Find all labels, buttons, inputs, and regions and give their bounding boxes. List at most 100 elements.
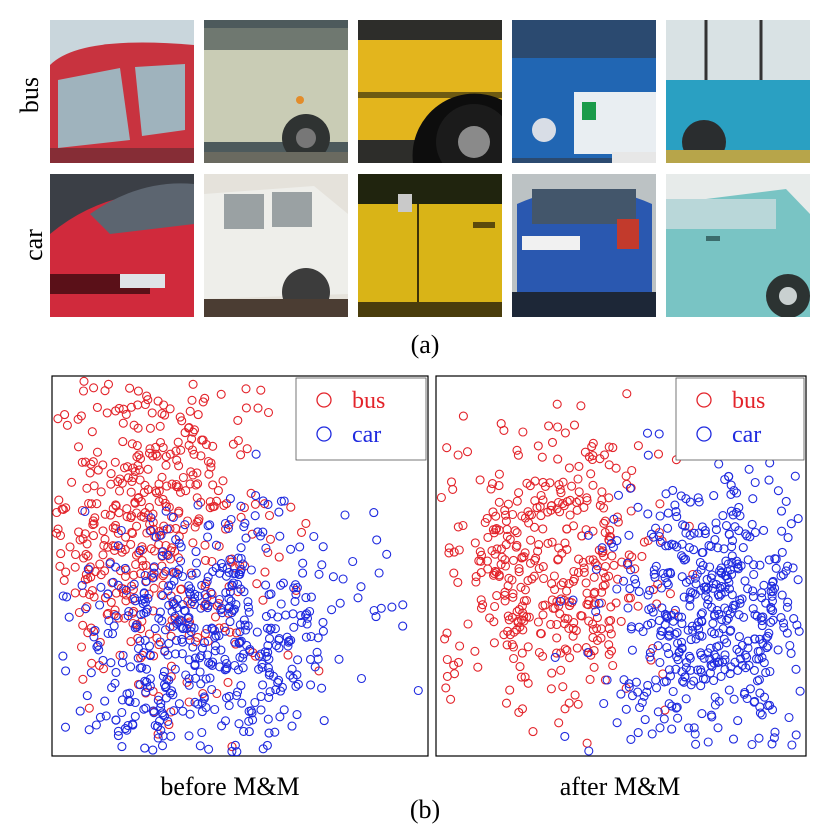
car-point — [673, 713, 683, 723]
car-point — [275, 531, 285, 541]
bus-point — [485, 613, 495, 623]
car-point — [117, 707, 127, 718]
wheel-hub — [296, 128, 316, 148]
car-point — [747, 519, 757, 529]
bus-point — [449, 660, 459, 670]
bus-point — [538, 610, 548, 620]
car-point — [140, 635, 150, 645]
car-point — [764, 475, 774, 485]
bus-point — [188, 538, 198, 548]
bus-point — [103, 542, 113, 552]
bus-point — [553, 454, 563, 464]
car-point — [118, 650, 128, 660]
bus-point — [503, 611, 513, 621]
car-point — [210, 632, 220, 642]
bus-point — [442, 671, 452, 681]
car-point — [348, 556, 358, 567]
car-point — [328, 572, 338, 582]
car-point — [251, 449, 261, 459]
legend: bus car — [295, 377, 427, 461]
bus-point — [536, 628, 546, 638]
bus-point — [616, 616, 626, 626]
bus-point — [510, 526, 520, 536]
car-point — [290, 596, 300, 606]
car-point — [121, 585, 131, 595]
car-point — [624, 530, 634, 540]
car-point — [217, 562, 228, 573]
bus-point — [144, 448, 155, 458]
car-point — [225, 587, 235, 597]
car-point — [583, 648, 593, 658]
car-point — [749, 665, 759, 675]
bus-point — [213, 486, 223, 496]
car-point — [135, 663, 145, 673]
car-point — [745, 684, 755, 694]
bus-point — [233, 435, 243, 446]
bus-point — [170, 546, 180, 556]
car-point — [264, 654, 274, 664]
bus-point — [604, 640, 614, 650]
car-point — [609, 514, 619, 524]
car-point — [777, 526, 787, 536]
car-point — [255, 531, 266, 541]
car-point — [771, 554, 781, 564]
car-point — [180, 520, 190, 530]
car-point — [767, 705, 778, 715]
bus-point — [175, 412, 185, 422]
bus-point — [567, 481, 577, 491]
car-point — [144, 641, 155, 651]
bus-point — [82, 483, 92, 493]
bus-point — [171, 479, 181, 490]
bus-point — [592, 613, 602, 623]
bus-point — [500, 555, 510, 565]
car-point — [217, 603, 227, 613]
car-point — [276, 580, 286, 590]
car-point — [791, 664, 801, 674]
car-point — [206, 588, 216, 598]
car-point — [240, 620, 250, 630]
car-point — [162, 524, 172, 534]
bus-point — [543, 538, 553, 548]
car-point — [239, 587, 249, 597]
bus-point — [552, 633, 562, 643]
car-point — [667, 701, 677, 711]
car-point — [244, 706, 254, 716]
bus-point — [606, 646, 617, 656]
car-point — [101, 711, 111, 721]
car-point — [157, 741, 168, 751]
car-point — [91, 720, 101, 730]
bus-point — [283, 650, 293, 660]
car-point — [263, 714, 273, 724]
bus-point — [125, 383, 135, 393]
car-point — [141, 577, 151, 587]
panel-title-before: before M&M — [160, 772, 300, 801]
car-point — [727, 542, 737, 552]
car-point — [750, 634, 760, 644]
car-point — [757, 588, 767, 598]
car-point — [232, 747, 242, 756]
bus-point — [630, 564, 640, 574]
bus-point — [441, 683, 451, 693]
car-point — [207, 595, 217, 605]
car-point — [193, 500, 203, 510]
bus-point — [80, 529, 90, 539]
car-point — [220, 665, 230, 675]
bus-point — [263, 407, 274, 418]
bus-point — [546, 684, 556, 694]
bus-point — [136, 569, 146, 579]
car-point — [254, 651, 264, 661]
car-point — [197, 643, 207, 653]
bus-point — [476, 550, 487, 560]
car-point — [161, 506, 171, 516]
car-point — [275, 686, 286, 696]
bus-point — [568, 623, 578, 633]
bus-point — [522, 478, 532, 488]
bus-point — [611, 463, 621, 473]
car-point — [156, 530, 166, 540]
bus-point — [558, 498, 568, 509]
car-point — [655, 511, 665, 521]
bus-point — [148, 606, 158, 616]
bus-point — [136, 497, 146, 507]
car-point — [663, 580, 673, 590]
car-point — [633, 728, 643, 738]
